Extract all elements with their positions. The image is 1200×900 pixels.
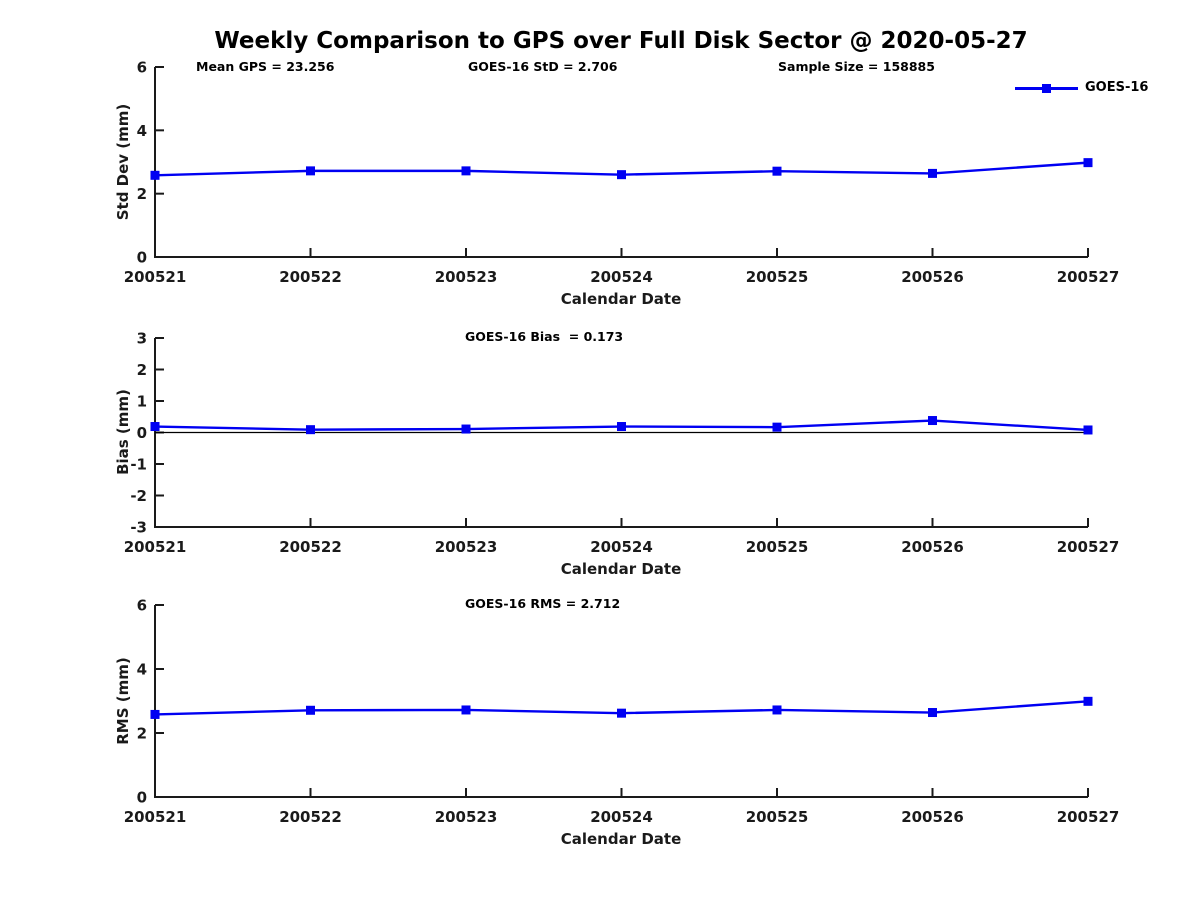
x-tick-label: 200521	[124, 808, 187, 826]
y-tick-label: 2	[137, 361, 147, 379]
x-axis-label-2: Calendar Date	[560, 560, 682, 578]
x-axis-label-1: Calendar Date	[560, 290, 682, 308]
data-marker	[617, 708, 626, 718]
data-marker	[306, 166, 315, 176]
x-tick-label: 200521	[124, 268, 187, 286]
data-marker	[772, 166, 782, 176]
x-tick-label: 200526	[901, 808, 964, 826]
x-tick-label: 200525	[746, 808, 809, 826]
data-marker	[772, 422, 782, 432]
y-tick-label: 0	[137, 789, 147, 807]
x-tick-label: 200521	[124, 538, 187, 556]
data-marker	[150, 422, 160, 432]
y-tick-label: -3	[130, 519, 147, 537]
x-tick-label: 200525	[746, 538, 809, 556]
y-tick-label: 0	[137, 424, 147, 442]
chart-title: Weekly Comparison to GPS over Full Disk …	[214, 28, 1028, 54]
data-marker	[461, 166, 471, 176]
x-tick-label: 200522	[279, 538, 342, 556]
x-tick-label: 200523	[435, 268, 498, 286]
data-marker	[772, 705, 782, 715]
y-tick-label: 4	[137, 661, 147, 679]
x-tick-label: 200527	[1057, 268, 1120, 286]
y-tick-label: 6	[137, 597, 147, 615]
annotation-mean-gps: Mean GPS = 23.256	[196, 59, 335, 74]
data-marker	[928, 708, 937, 718]
x-tick-label: 200526	[901, 538, 964, 556]
data-marker	[150, 709, 160, 719]
x-tick-label: 200524	[590, 268, 653, 286]
data-marker	[928, 416, 937, 426]
annotation-std: GOES-16 StD = 2.706	[468, 59, 618, 74]
y-tick-label: 2	[137, 185, 147, 203]
data-marker	[928, 168, 937, 178]
x-tick-label: 200523	[435, 538, 498, 556]
x-tick-label: 200527	[1057, 808, 1120, 826]
y-tick-label: 4	[137, 122, 147, 140]
x-tick-label: 200522	[279, 808, 342, 826]
data-marker	[461, 705, 471, 715]
annotation-bias: GOES-16 Bias = 0.173	[465, 329, 624, 344]
y-tick-label: 2	[137, 725, 147, 743]
y-tick-label: 6	[137, 59, 147, 77]
data-marker	[617, 170, 626, 180]
legend-label: GOES-16	[1085, 80, 1149, 95]
x-tick-label: 200522	[279, 268, 342, 286]
data-marker	[1083, 158, 1093, 168]
data-marker	[150, 170, 160, 180]
x-tick-label: 200527	[1057, 538, 1120, 556]
x-tick-label: 200526	[901, 268, 964, 286]
x-tick-label: 200523	[435, 808, 498, 826]
y-tick-label: 0	[137, 249, 147, 267]
data-marker	[1083, 696, 1093, 706]
data-marker	[617, 422, 626, 432]
data-marker	[461, 424, 471, 434]
data-marker	[306, 425, 315, 435]
x-axis-label-3: Calendar Date	[560, 830, 682, 848]
data-marker	[1083, 425, 1093, 435]
x-tick-label: 200524	[590, 538, 653, 556]
y-tick-label: 3	[137, 330, 147, 348]
y-axis-label-bias: Bias (mm)	[114, 389, 132, 475]
annotation-sample-size: Sample Size = 158885	[778, 59, 935, 74]
y-tick-label: 1	[137, 393, 147, 411]
x-tick-label: 200525	[746, 268, 809, 286]
y-axis-label-std-dev: Std Dev (mm)	[114, 103, 132, 221]
legend-square-marker-icon	[1042, 83, 1051, 93]
x-tick-label: 200524	[590, 808, 653, 826]
y-tick-label: -1	[130, 456, 147, 474]
y-tick-label: -2	[130, 487, 147, 505]
annotation-rms: GOES-16 RMS = 2.712	[465, 596, 621, 611]
data-marker	[306, 705, 315, 715]
y-axis-label-rms: RMS (mm)	[114, 657, 132, 745]
